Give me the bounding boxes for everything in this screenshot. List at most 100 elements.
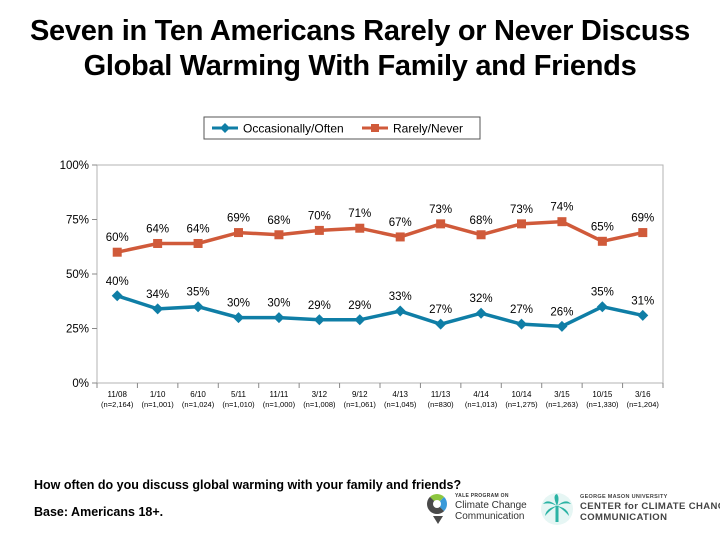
x-tick-sublabel: (n=1,008)	[303, 400, 336, 409]
data-label: 67%	[389, 217, 412, 229]
data-label: 29%	[348, 300, 371, 312]
data-label: 71%	[348, 208, 371, 220]
x-tick-label: 9/12	[352, 390, 368, 399]
legend-marker	[220, 123, 230, 133]
x-tick-sublabel: (n=1,010)	[222, 400, 255, 409]
data-point	[112, 247, 122, 257]
yale-logo-icon	[427, 494, 447, 514]
y-tick-label: 100%	[60, 160, 89, 172]
data-label: 27%	[429, 304, 452, 316]
data-point	[596, 301, 608, 313]
x-tick-sublabel: (n=1,204)	[627, 400, 660, 409]
data-point	[193, 238, 203, 248]
data-point	[637, 309, 649, 321]
data-point	[597, 236, 607, 246]
series-line-rarely-never	[116, 219, 644, 254]
data-label: 26%	[550, 306, 573, 318]
data-point	[111, 290, 123, 302]
data-label: 64%	[146, 223, 169, 235]
gmu-logo-line2: COMMUNICATION	[580, 512, 668, 523]
x-tick-label: 10/14	[511, 390, 532, 399]
data-label: 30%	[227, 298, 250, 310]
data-point	[436, 219, 446, 229]
x-tick-label: 5/11	[231, 390, 247, 399]
yale-logo-line1: Climate Change	[455, 500, 527, 511]
x-tick-label: 11/13	[431, 390, 451, 399]
x-tick-sublabel: (n=1,001)	[141, 400, 174, 409]
x-tick-label: 3/15	[554, 390, 570, 399]
data-label: 35%	[187, 287, 210, 299]
x-tick-label: 11/11	[270, 390, 289, 399]
base-text: Base: Americans 18+.	[34, 505, 164, 519]
legend	[203, 116, 481, 140]
data-point	[273, 312, 285, 324]
x-tick-label: 6/10	[190, 390, 206, 399]
data-point	[394, 305, 406, 317]
data-point	[192, 301, 204, 313]
line-chart: 0%25%50%75%100%11/08(n=2,164)1/10(n=1,00…	[60, 116, 664, 409]
x-tick-sublabel: (n=1,061)	[344, 400, 377, 409]
x-tick-sublabel: (n=830)	[428, 400, 455, 409]
x-tick-sublabel: (n=2,164)	[101, 400, 134, 409]
x-tick-sublabel: (n=1,013)	[465, 400, 498, 409]
data-label: 70%	[308, 210, 331, 222]
y-tick-label: 50%	[66, 269, 89, 281]
data-label: 74%	[550, 202, 573, 214]
legend-label: Rarely/Never	[393, 122, 463, 136]
data-point	[475, 307, 487, 319]
gmu-logo-small: GEORGE MASON UNIVERSITY	[580, 494, 668, 500]
data-point	[516, 318, 527, 330]
data-label: 34%	[146, 289, 169, 301]
question-text: How often do you discuss global warming …	[34, 478, 462, 492]
yale-logo-line2: Communication	[455, 511, 525, 522]
data-point	[314, 225, 324, 235]
gmu-logo-line1: CENTER for CLIMATE CHANGE	[580, 501, 720, 512]
data-point	[556, 320, 568, 332]
data-point	[234, 228, 243, 238]
data-point	[274, 230, 284, 240]
data-point	[355, 223, 365, 233]
data-point	[354, 314, 366, 326]
data-label: 60%	[106, 232, 129, 244]
gmu-logo: GEORGE MASON UNIVERSITY CENTER for CLIMA…	[540, 492, 720, 526]
palm-tree-icon	[541, 493, 573, 525]
chart-title: Seven in Ten Americans Rarely or Never D…	[0, 14, 720, 84]
x-tick-sublabel: (n=1,000)	[263, 400, 296, 409]
x-tick-sublabel: (n=1,275)	[505, 400, 538, 409]
data-label: 29%	[308, 300, 331, 312]
y-tick-label: 75%	[66, 215, 89, 227]
data-label: 68%	[267, 215, 290, 227]
title-line-1: Seven in Ten Americans Rarely or Never D…	[30, 15, 690, 47]
data-label: 73%	[510, 204, 533, 216]
data-label: 33%	[389, 291, 412, 303]
data-label: 64%	[187, 223, 210, 235]
series-line-occasionally-often	[116, 294, 644, 329]
x-tick-label: 1/10	[150, 390, 166, 399]
data-point	[395, 232, 405, 242]
data-label: 69%	[227, 213, 250, 225]
data-point	[153, 238, 163, 248]
x-tick-sublabel: (n=1,330)	[586, 400, 619, 409]
data-label: 68%	[470, 215, 493, 227]
x-tick-sublabel: (n=1,024)	[182, 400, 215, 409]
data-label: 27%	[510, 304, 533, 316]
yale-logo-small: YALE PROGRAM ON	[455, 493, 509, 499]
data-label: 69%	[631, 213, 654, 225]
x-tick-label: 4/13	[392, 390, 408, 399]
x-tick-sublabel: (n=1,045)	[384, 400, 417, 409]
data-label: 40%	[106, 276, 129, 288]
data-point	[435, 318, 447, 330]
plot-area	[96, 164, 664, 384]
data-label: 35%	[591, 287, 614, 299]
data-point	[152, 303, 164, 315]
data-label: 65%	[591, 221, 614, 233]
y-tick-label: 25%	[66, 324, 89, 336]
yale-logo: YALE PROGRAM ON Climate Change Communica…	[427, 492, 537, 526]
data-label: 30%	[267, 298, 290, 310]
data-point	[476, 230, 486, 240]
data-label: 31%	[631, 295, 654, 307]
data-label: 32%	[470, 293, 493, 305]
x-tick-label: 4/14	[473, 390, 489, 399]
legend-label: Occasionally/Often	[243, 122, 344, 136]
x-tick-label: 11/08	[107, 390, 127, 399]
